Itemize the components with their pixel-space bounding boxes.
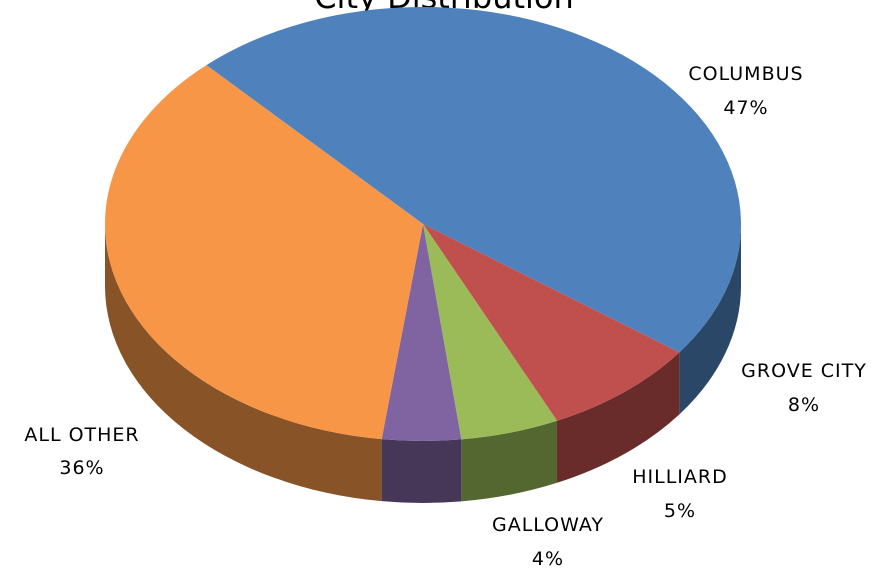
- slice-hilliard: [423, 224, 558, 440]
- slice-side-all-other: [105, 224, 382, 502]
- slice-side-columbus: [679, 224, 741, 415]
- slice-percent-all-other: 36%: [59, 457, 104, 479]
- slice-side-galloway: [381, 439, 462, 503]
- slice-side-hilliard: [461, 420, 558, 502]
- slice-grove-city: [423, 224, 680, 421]
- pie-slices: [105, 7, 742, 503]
- slice-label-all-other: ALL OTHER: [24, 424, 139, 446]
- slice-label-columbus: COLUMBUS: [688, 63, 803, 85]
- slice-percent-hilliard: 5%: [664, 500, 696, 522]
- slice-label-galloway: GALLOWAY: [492, 514, 604, 536]
- slice-percent-grove-city: 8%: [788, 394, 820, 416]
- slice-all-other: [105, 65, 423, 440]
- slice-percent-columbus: 47%: [723, 97, 768, 119]
- slice-percent-galloway: 4%: [532, 548, 564, 569]
- slice-columbus: [206, 7, 742, 353]
- slice-label-grove-city: GROVE CITY: [741, 360, 867, 382]
- slice-side-grove-city: [557, 352, 680, 483]
- slice-label-hilliard: HILLIARD: [632, 466, 728, 488]
- slice-galloway: [381, 224, 462, 441]
- slice-labels: COLUMBUS 47% GROVE CITY 8% HILLIARD 5% G…: [24, 63, 867, 569]
